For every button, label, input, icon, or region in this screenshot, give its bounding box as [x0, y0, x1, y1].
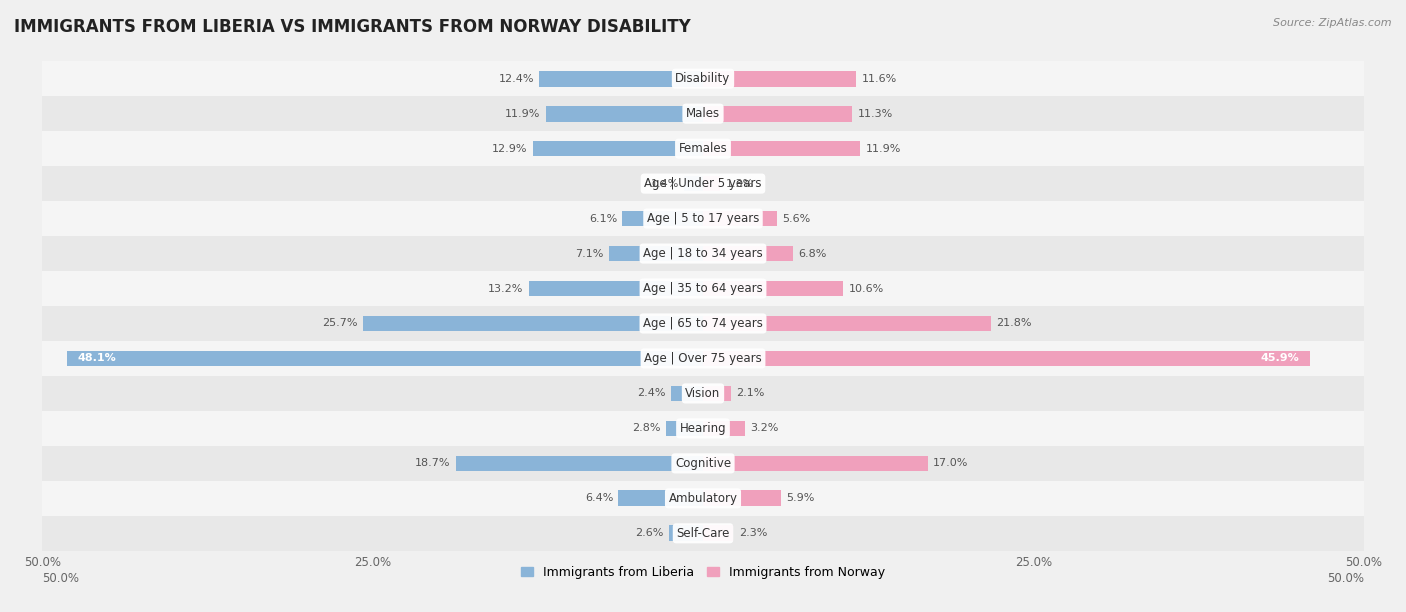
Text: Disability: Disability	[675, 72, 731, 85]
Bar	[42, 446, 1364, 481]
Bar	[703, 71, 856, 86]
Bar	[42, 96, 1364, 131]
Legend: Immigrants from Liberia, Immigrants from Norway: Immigrants from Liberia, Immigrants from…	[516, 561, 890, 584]
Text: 2.1%: 2.1%	[737, 389, 765, 398]
Bar	[456, 455, 703, 471]
Text: 2.4%: 2.4%	[637, 389, 666, 398]
Text: 17.0%: 17.0%	[934, 458, 969, 468]
Text: Vision: Vision	[685, 387, 721, 400]
Text: 18.7%: 18.7%	[415, 458, 450, 468]
Text: Source: ZipAtlas.com: Source: ZipAtlas.com	[1274, 18, 1392, 28]
Text: 5.6%: 5.6%	[782, 214, 810, 223]
Text: Self-Care: Self-Care	[676, 527, 730, 540]
Text: 48.1%: 48.1%	[77, 354, 117, 364]
Text: 2.3%: 2.3%	[738, 528, 768, 539]
Text: 6.1%: 6.1%	[589, 214, 617, 223]
Bar	[703, 141, 860, 157]
Text: 21.8%: 21.8%	[997, 318, 1032, 329]
Bar	[42, 236, 1364, 271]
Bar	[42, 306, 1364, 341]
Bar	[529, 281, 703, 296]
Bar	[703, 386, 731, 401]
Bar	[619, 490, 703, 506]
Text: 5.9%: 5.9%	[786, 493, 814, 503]
Text: Age | Under 5 years: Age | Under 5 years	[644, 177, 762, 190]
Bar	[363, 316, 703, 331]
Bar	[703, 281, 844, 296]
Bar	[533, 141, 703, 157]
Bar	[42, 131, 1364, 166]
Text: 11.9%: 11.9%	[866, 144, 901, 154]
Bar	[703, 211, 778, 226]
Text: 3.2%: 3.2%	[751, 424, 779, 433]
Bar	[42, 201, 1364, 236]
Bar	[67, 351, 703, 367]
Text: Females: Females	[679, 142, 727, 155]
Text: 2.6%: 2.6%	[636, 528, 664, 539]
Bar	[42, 271, 1364, 306]
Bar	[703, 490, 780, 506]
Text: 6.4%: 6.4%	[585, 493, 613, 503]
Text: 6.8%: 6.8%	[799, 248, 827, 258]
Bar	[703, 106, 852, 122]
Text: Age | 35 to 64 years: Age | 35 to 64 years	[643, 282, 763, 295]
Bar	[703, 245, 793, 261]
Bar	[671, 386, 703, 401]
Bar	[703, 176, 720, 192]
Bar	[609, 245, 703, 261]
Bar	[42, 411, 1364, 446]
Bar	[42, 166, 1364, 201]
Bar	[703, 351, 1309, 367]
Text: IMMIGRANTS FROM LIBERIA VS IMMIGRANTS FROM NORWAY DISABILITY: IMMIGRANTS FROM LIBERIA VS IMMIGRANTS FR…	[14, 18, 690, 36]
Text: 1.3%: 1.3%	[725, 179, 754, 188]
Bar	[42, 341, 1364, 376]
Text: Hearing: Hearing	[679, 422, 727, 435]
Bar	[42, 481, 1364, 516]
Bar	[703, 420, 745, 436]
Text: 25.7%: 25.7%	[322, 318, 359, 329]
Text: Males: Males	[686, 107, 720, 120]
Bar	[42, 516, 1364, 551]
Bar	[42, 376, 1364, 411]
Text: 11.6%: 11.6%	[862, 73, 897, 84]
Text: 12.9%: 12.9%	[492, 144, 527, 154]
Text: 45.9%: 45.9%	[1260, 354, 1299, 364]
Text: 50.0%: 50.0%	[42, 572, 79, 585]
Bar	[669, 526, 703, 541]
Text: 13.2%: 13.2%	[488, 283, 523, 294]
Bar	[703, 455, 928, 471]
Text: 50.0%: 50.0%	[1327, 572, 1364, 585]
Bar	[666, 420, 703, 436]
Text: 11.3%: 11.3%	[858, 109, 893, 119]
Text: Age | 5 to 17 years: Age | 5 to 17 years	[647, 212, 759, 225]
Text: Age | Over 75 years: Age | Over 75 years	[644, 352, 762, 365]
Bar	[703, 316, 991, 331]
Bar	[42, 61, 1364, 96]
Text: 7.1%: 7.1%	[575, 248, 605, 258]
Text: 1.4%: 1.4%	[651, 179, 679, 188]
Bar	[685, 176, 703, 192]
Text: 10.6%: 10.6%	[848, 283, 883, 294]
Text: Cognitive: Cognitive	[675, 457, 731, 470]
Bar	[703, 526, 734, 541]
Text: Age | 65 to 74 years: Age | 65 to 74 years	[643, 317, 763, 330]
Text: 12.4%: 12.4%	[498, 73, 534, 84]
Text: 11.9%: 11.9%	[505, 109, 540, 119]
Text: Ambulatory: Ambulatory	[668, 492, 738, 505]
Bar	[546, 106, 703, 122]
Bar	[623, 211, 703, 226]
Bar	[538, 71, 703, 86]
Text: 2.8%: 2.8%	[633, 424, 661, 433]
Text: Age | 18 to 34 years: Age | 18 to 34 years	[643, 247, 763, 260]
